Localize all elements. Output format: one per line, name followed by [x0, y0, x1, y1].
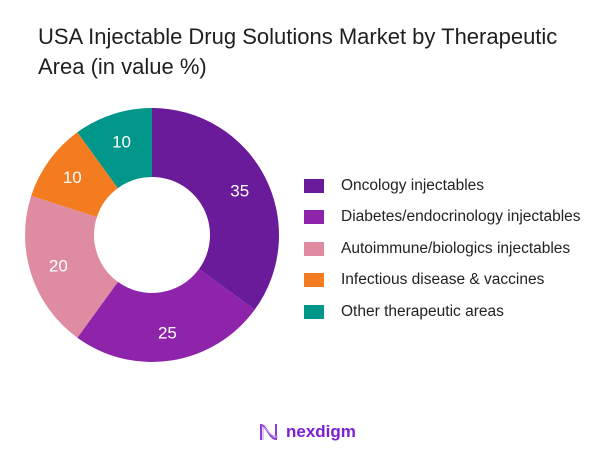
legend: Oncology injectables Diabetes/endocrinolo…: [304, 170, 581, 328]
legend-swatch: [304, 241, 324, 256]
legend-swatch: [304, 304, 324, 319]
donut-slice-5: [77, 108, 152, 189]
data-label: 20: [49, 256, 68, 275]
legend-item: Oncology injectables: [304, 170, 581, 202]
data-label: 25: [158, 323, 177, 342]
legend-item: Other therapeutic areas: [304, 296, 581, 328]
logo-wave-icon: [260, 423, 279, 441]
legend-label: Diabetes/endocrinology injectables: [341, 208, 581, 226]
legend-swatch: [304, 273, 324, 288]
donut-slice-2: [77, 269, 255, 362]
chart-title: USA Injectable Drug Solutions Market by …: [38, 24, 558, 79]
donut-slice-3: [25, 195, 118, 338]
legend-swatch: [304, 178, 324, 193]
legend-item: Infectious disease & vaccines: [304, 265, 581, 297]
data-label: 10: [112, 132, 131, 151]
legend-item: Diabetes/endocrinology injectables: [304, 202, 581, 234]
data-label: 10: [63, 168, 82, 187]
logo-text: nexdigm: [286, 422, 356, 441]
data-label: 35: [230, 181, 249, 200]
donut-slice-4: [31, 132, 118, 218]
legend-label: Autoimmune/biologics injectables: [341, 239, 571, 257]
nexdigm-logo: nexdigm: [258, 421, 356, 443]
legend-swatch: [304, 210, 324, 225]
legend-label: Oncology injectables: [341, 176, 485, 194]
donut-slice-1: [152, 108, 279, 310]
legend-label: Infectious disease & vaccines: [341, 271, 545, 289]
legend-label: Other therapeutic areas: [341, 302, 504, 320]
legend-item: Autoimmune/biologics injectables: [304, 233, 581, 265]
